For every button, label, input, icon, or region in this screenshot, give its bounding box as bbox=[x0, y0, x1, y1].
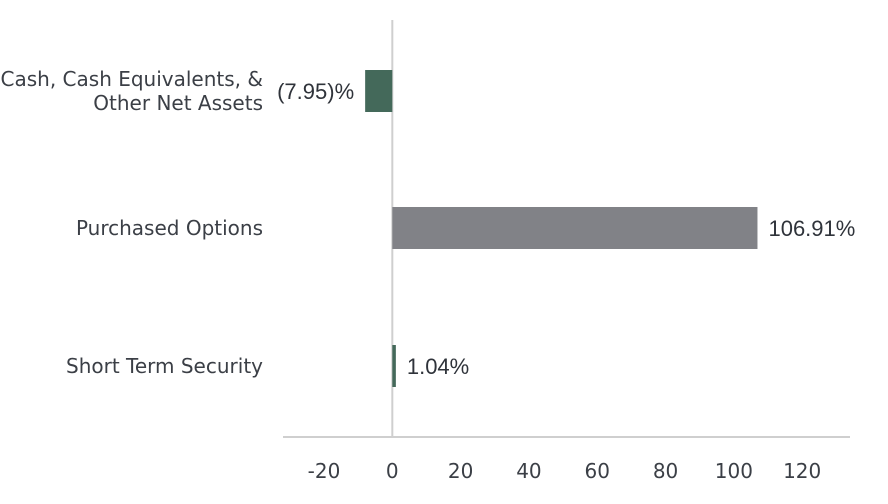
labels-layer: -20 0 20 40 60 80 100 120 Cash, Cash Equivalents… bbox=[1, 67, 856, 483]
x-tick-label: 120 bbox=[783, 459, 821, 483]
x-tick-label: 60 bbox=[585, 459, 610, 483]
category-label: Cash, Cash Equivalents, & Other Net Asset… bbox=[1, 67, 263, 115]
category-label: Short Term Security bbox=[66, 354, 263, 378]
bars-layer bbox=[365, 70, 758, 387]
x-tick-label: -20 bbox=[308, 459, 341, 483]
category-label: Purchased Options bbox=[76, 216, 263, 240]
bar bbox=[392, 345, 396, 387]
data-label: 106.91% bbox=[768, 216, 855, 241]
x-tick-label: 0 bbox=[386, 459, 399, 483]
data-label: 1.04% bbox=[407, 354, 469, 379]
x-tick-label: 20 bbox=[448, 459, 473, 483]
x-tick-label: 80 bbox=[653, 459, 678, 483]
x-tick-label: 40 bbox=[516, 459, 541, 483]
x-tick-label: 100 bbox=[715, 459, 753, 483]
bar bbox=[365, 70, 393, 112]
bar bbox=[392, 207, 758, 249]
data-label: (7.95)% bbox=[277, 79, 354, 104]
